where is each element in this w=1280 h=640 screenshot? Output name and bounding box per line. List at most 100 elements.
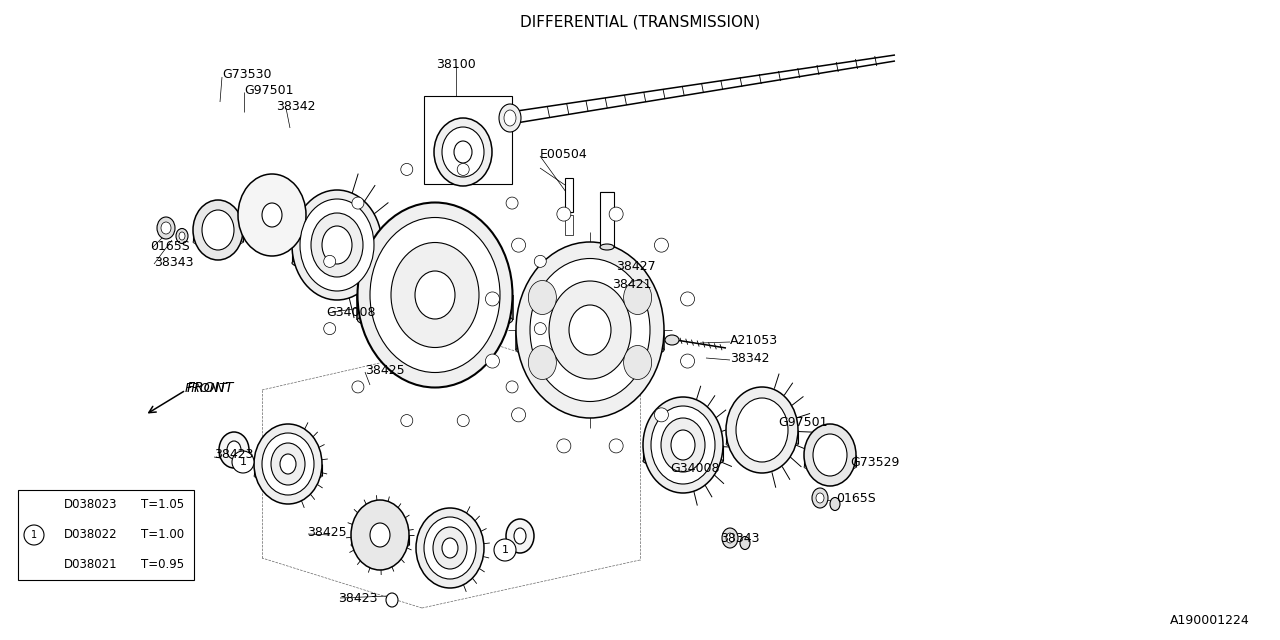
Text: 38342: 38342	[730, 351, 769, 365]
Ellipse shape	[292, 190, 381, 300]
Text: DIFFERENTIAL (TRANSMISSION): DIFFERENTIAL (TRANSMISSION)	[520, 15, 760, 29]
Ellipse shape	[433, 527, 467, 569]
Ellipse shape	[262, 203, 282, 227]
Ellipse shape	[390, 243, 479, 348]
Ellipse shape	[652, 406, 716, 484]
Text: A190001224: A190001224	[1170, 614, 1251, 627]
Circle shape	[485, 292, 499, 306]
Circle shape	[534, 255, 547, 268]
Circle shape	[512, 238, 526, 252]
Circle shape	[494, 539, 516, 561]
Ellipse shape	[271, 443, 305, 485]
Text: D038022: D038022	[64, 529, 118, 541]
Circle shape	[485, 354, 499, 368]
Ellipse shape	[238, 216, 306, 224]
Ellipse shape	[262, 433, 314, 495]
Text: 38427: 38427	[616, 259, 655, 273]
Text: 38343: 38343	[719, 531, 759, 545]
Text: G97501: G97501	[778, 417, 827, 429]
Ellipse shape	[549, 281, 631, 379]
Text: 1: 1	[239, 457, 247, 467]
Text: G34008: G34008	[669, 461, 719, 474]
Text: 1: 1	[31, 530, 37, 540]
Ellipse shape	[193, 238, 243, 246]
Ellipse shape	[506, 519, 534, 553]
Circle shape	[352, 197, 364, 209]
Ellipse shape	[280, 454, 296, 474]
Ellipse shape	[600, 244, 614, 250]
Text: 38423: 38423	[214, 449, 253, 461]
Circle shape	[401, 163, 412, 175]
Ellipse shape	[515, 528, 526, 544]
Bar	[600, 192, 614, 247]
Circle shape	[457, 163, 470, 175]
Text: E00504: E00504	[540, 148, 588, 161]
Bar	[564, 178, 573, 212]
Ellipse shape	[812, 488, 828, 508]
Text: G34008: G34008	[326, 305, 375, 319]
Ellipse shape	[161, 222, 172, 234]
Ellipse shape	[726, 533, 733, 543]
Ellipse shape	[311, 213, 364, 277]
Text: 0165S: 0165S	[150, 241, 189, 253]
Ellipse shape	[219, 454, 250, 458]
Ellipse shape	[643, 455, 723, 467]
Ellipse shape	[351, 500, 410, 570]
Ellipse shape	[736, 398, 788, 462]
Ellipse shape	[227, 441, 241, 459]
Text: D038023: D038023	[64, 499, 118, 511]
Ellipse shape	[530, 259, 650, 401]
Circle shape	[457, 415, 470, 427]
Ellipse shape	[454, 141, 472, 163]
Ellipse shape	[357, 309, 512, 331]
Ellipse shape	[253, 471, 323, 481]
Ellipse shape	[390, 323, 479, 337]
Ellipse shape	[722, 528, 739, 548]
Ellipse shape	[813, 434, 847, 476]
Text: 38343: 38343	[154, 255, 193, 269]
Text: 38423: 38423	[338, 591, 378, 605]
Text: FRONT: FRONT	[187, 381, 234, 395]
Bar	[18, 490, 195, 580]
Ellipse shape	[804, 463, 856, 471]
Circle shape	[401, 415, 412, 427]
Ellipse shape	[179, 232, 186, 240]
Ellipse shape	[499, 104, 521, 132]
Ellipse shape	[804, 424, 856, 486]
Text: 38100: 38100	[436, 58, 476, 72]
Circle shape	[609, 207, 623, 221]
Text: T=0.95: T=0.95	[141, 559, 184, 572]
Ellipse shape	[370, 523, 390, 547]
Ellipse shape	[238, 174, 306, 256]
Ellipse shape	[253, 424, 323, 504]
Text: 38425: 38425	[365, 364, 404, 376]
Ellipse shape	[529, 280, 557, 314]
Text: T=1.00: T=1.00	[141, 529, 184, 541]
Circle shape	[557, 207, 571, 221]
Ellipse shape	[817, 493, 824, 503]
Ellipse shape	[434, 118, 492, 186]
Circle shape	[609, 439, 623, 453]
Circle shape	[681, 292, 695, 306]
Ellipse shape	[219, 432, 250, 468]
Bar	[564, 215, 573, 235]
Ellipse shape	[671, 430, 695, 460]
Text: 38421: 38421	[612, 278, 652, 291]
Ellipse shape	[434, 162, 492, 172]
Text: G97501: G97501	[244, 84, 293, 97]
Ellipse shape	[387, 593, 398, 607]
Ellipse shape	[623, 280, 652, 314]
Ellipse shape	[157, 217, 175, 239]
Text: 0165S: 0165S	[836, 492, 876, 504]
Ellipse shape	[202, 210, 234, 250]
Text: D038021: D038021	[64, 559, 118, 572]
Ellipse shape	[323, 226, 352, 264]
Ellipse shape	[666, 335, 678, 345]
Circle shape	[506, 197, 518, 209]
Circle shape	[352, 381, 364, 393]
Ellipse shape	[504, 110, 516, 126]
Text: 38342: 38342	[276, 99, 315, 113]
Ellipse shape	[442, 538, 458, 558]
Ellipse shape	[351, 540, 410, 550]
Text: 38425: 38425	[307, 527, 347, 540]
